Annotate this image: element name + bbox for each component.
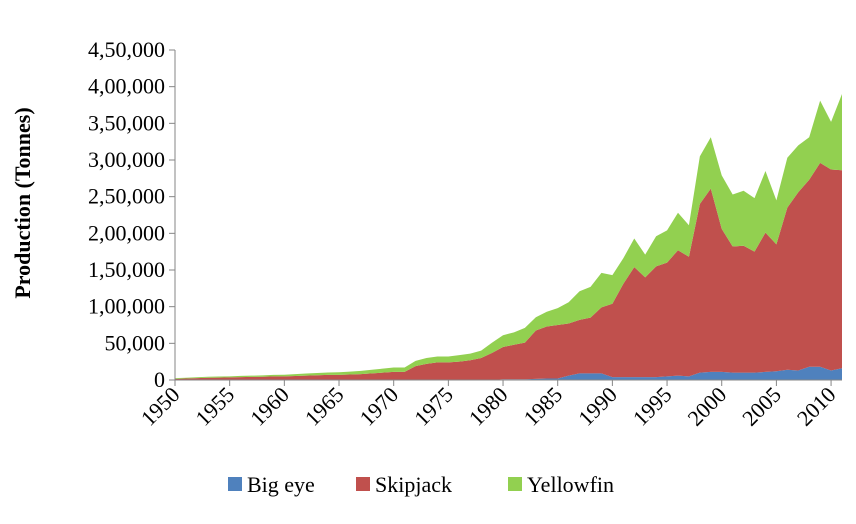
y-tick-label: 2,50,000 bbox=[88, 184, 165, 209]
y-tick-label: 1,50,000 bbox=[88, 257, 165, 282]
y-tick-label: 0 bbox=[154, 367, 165, 392]
legend: Big eye Skipjack Yellowfin bbox=[228, 472, 614, 497]
axes-group bbox=[169, 49, 842, 386]
x-tick-label: 2000 bbox=[682, 382, 731, 431]
area-series-skipjack bbox=[175, 162, 842, 380]
x-tick-label: 1995 bbox=[628, 382, 677, 431]
y-tick-label: 4,00,000 bbox=[88, 74, 165, 99]
y-tick-label: 2,00,000 bbox=[88, 220, 165, 245]
x-tick-label: 1975 bbox=[409, 382, 458, 431]
x-tick-label: 1985 bbox=[518, 382, 567, 431]
x-tick-label: 1960 bbox=[245, 382, 294, 431]
area-series-big-eye bbox=[175, 366, 842, 380]
y-tick-label: 50,000 bbox=[105, 330, 166, 355]
legend-swatch-big-eye bbox=[228, 477, 242, 491]
y-tick-label: 3,50,000 bbox=[88, 110, 165, 135]
y-axis-title: Production (Tonnes) bbox=[10, 107, 35, 298]
x-tick-label: 2010 bbox=[792, 382, 841, 431]
legend-label-skipjack: Skipjack bbox=[375, 472, 452, 497]
y-tick-label: 3,00,000 bbox=[88, 147, 165, 172]
y-tick-labels: 0 50,000 1,00,000 1,50,000 2,00,000 2,50,000 3… bbox=[88, 37, 165, 392]
legend-swatch-skipjack bbox=[356, 477, 370, 491]
legend-label-yellowfin: Yellowfin bbox=[527, 472, 614, 497]
area-series-group bbox=[175, 94, 842, 380]
x-tick-label: 1950 bbox=[136, 382, 185, 431]
x-tick-label: 1965 bbox=[300, 382, 349, 431]
x-tick-labels: 1950 1955 1960 1965 1970 1975 1980 1985 1990 1995… bbox=[136, 382, 841, 431]
legend-label-big-eye: Big eye bbox=[247, 472, 315, 497]
x-tick-label: 1955 bbox=[190, 382, 239, 431]
x-tick-label: 1980 bbox=[464, 382, 513, 431]
y-tick-label: 4,50,000 bbox=[88, 37, 165, 62]
y-tick-label: 1,00,000 bbox=[88, 294, 165, 319]
x-tick-label: 1990 bbox=[573, 382, 622, 431]
legend-swatch-yellowfin bbox=[508, 477, 522, 491]
x-tick-label: 2005 bbox=[737, 382, 786, 431]
x-tick-label: 1970 bbox=[354, 382, 403, 431]
